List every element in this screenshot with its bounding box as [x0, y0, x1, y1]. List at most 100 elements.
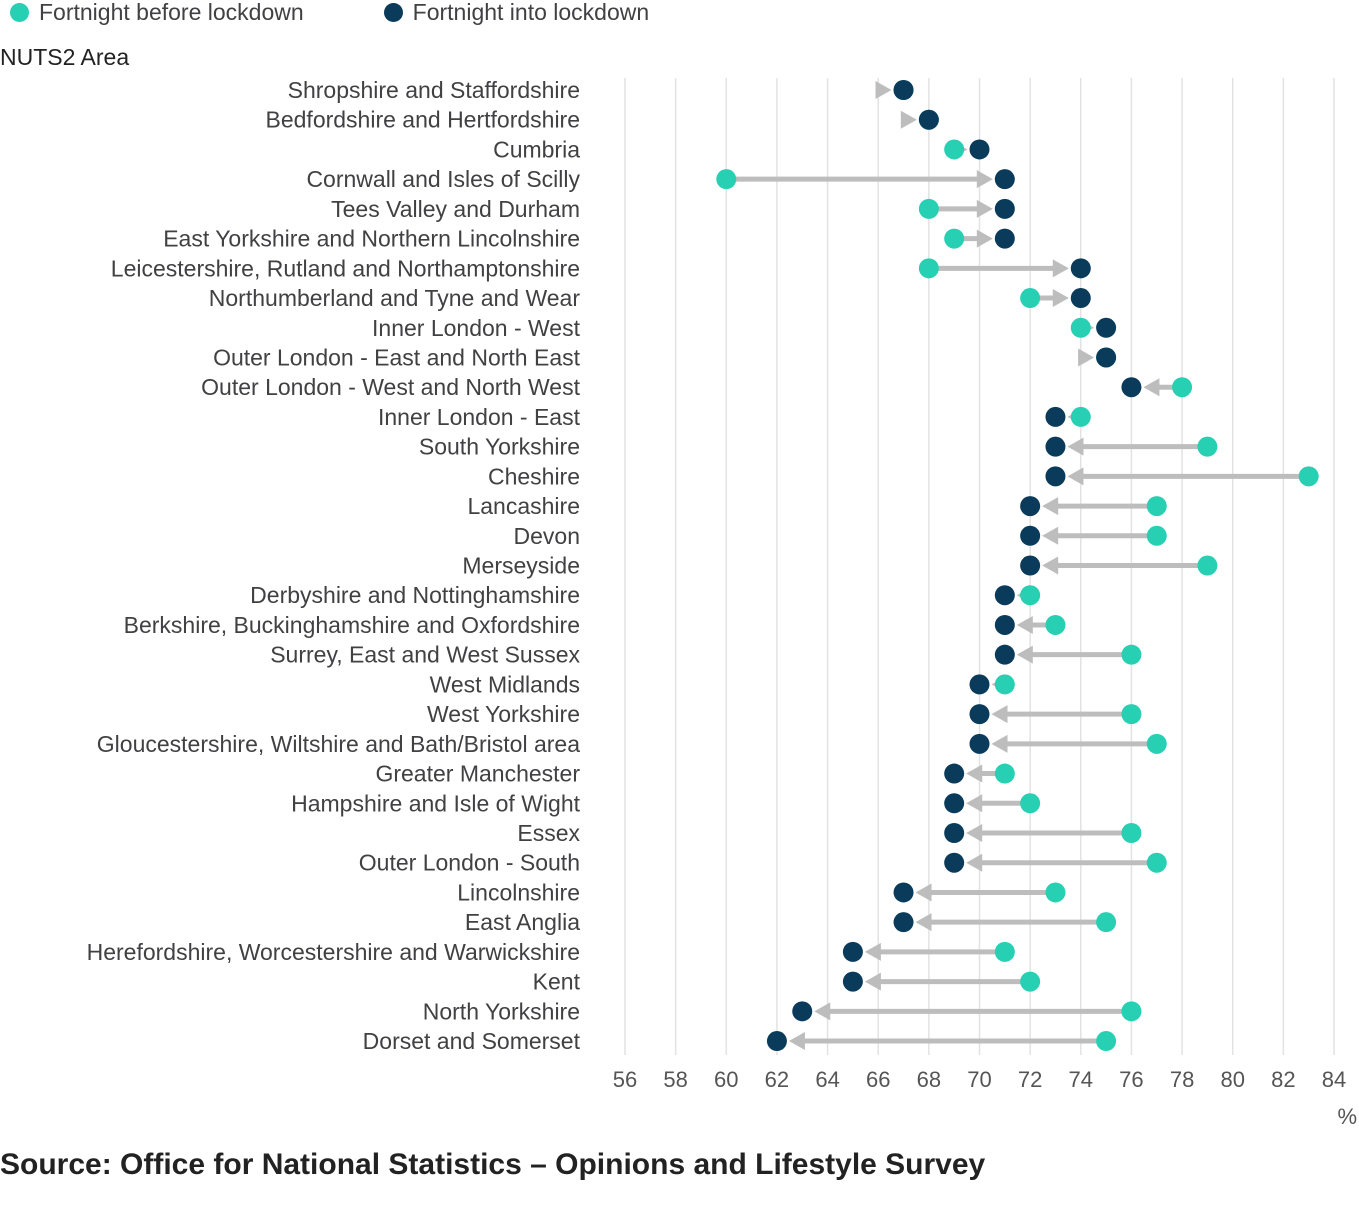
row-marks [1020, 496, 1167, 517]
point-before [944, 228, 965, 249]
arrow-head [966, 824, 983, 842]
row-marks [1121, 377, 1193, 398]
arrow-head [966, 853, 983, 872]
category-label: Cumbria [493, 136, 580, 162]
category-label: Kent [533, 969, 581, 995]
point-into [944, 793, 965, 814]
dumbbell-chart: Shropshire and Staffordshire Bedfordshire… [87, 77, 1347, 1092]
category-label: Leicestershire, Rutland and Northamptons… [111, 255, 580, 281]
x-axis-unit: % [1337, 1104, 1357, 1129]
x-tick-label: 58 [663, 1067, 687, 1092]
y-axis-title: NUTS2 Area [0, 44, 130, 70]
point-into [1020, 525, 1041, 546]
row-marks [1045, 466, 1319, 487]
category-label: Greater Manchester [375, 761, 580, 787]
point-before [1070, 317, 1091, 338]
arrow-head [966, 794, 983, 813]
row-marks [969, 733, 1167, 754]
row-marks [875, 80, 914, 100]
legend-label-before: Fortnight before lockdown [39, 0, 304, 25]
category-label: Berkshire, Buckinghamshire and Oxfordshi… [124, 612, 580, 638]
category-label: East Anglia [465, 909, 580, 935]
row-marks [1078, 347, 1117, 368]
point-before [1197, 436, 1218, 457]
category-label: West Yorkshire [427, 701, 580, 727]
category-label: Derbyshire and Nottinghamshire [250, 582, 580, 608]
category-label: Inner London - East [378, 404, 581, 430]
row-marks [1020, 525, 1167, 546]
category-labels: Shropshire and Staffordshire Bedfordshire… [87, 77, 581, 1054]
point-into [842, 971, 863, 992]
point-into [918, 109, 939, 130]
arrow-head [915, 883, 932, 902]
point-into [994, 644, 1015, 665]
x-tick-label: 76 [1119, 1067, 1143, 1092]
arrow-head [1042, 526, 1059, 545]
point-before [994, 674, 1015, 695]
row-marks [842, 941, 1015, 962]
category-label: Devon [514, 523, 580, 549]
point-into [893, 80, 914, 100]
arrow-head [991, 705, 1008, 724]
point-before [1045, 882, 1066, 903]
point-into [969, 139, 990, 160]
arrow-head [1052, 289, 1069, 308]
legend-dot-into [383, 2, 403, 22]
row-marks [994, 585, 1041, 606]
point-before [1020, 971, 1041, 992]
row-marks [1070, 317, 1117, 338]
point-into [969, 674, 990, 695]
point-before [1070, 406, 1091, 427]
x-tick-label: 82 [1271, 1067, 1295, 1092]
row-marks [1045, 406, 1091, 427]
point-into [1070, 288, 1091, 309]
category-label: Herefordshire, Worcestershire and Warwic… [87, 939, 580, 965]
point-into [1020, 496, 1041, 517]
arrow-head [1067, 467, 1084, 486]
point-before [1020, 288, 1041, 309]
point-before [994, 763, 1015, 784]
point-into [969, 733, 990, 754]
point-before [1146, 852, 1167, 873]
arrow-head [1016, 645, 1033, 664]
point-into [944, 823, 965, 843]
point-before [1020, 793, 1041, 814]
category-label: Hampshire and Isle of Wight [291, 790, 581, 816]
category-label: Tees Valley and Durham [331, 196, 580, 222]
arrow-head [1143, 378, 1160, 397]
category-label: Dorset and Somerset [363, 1028, 581, 1054]
x-tick-label: 68 [917, 1067, 941, 1092]
point-before [994, 941, 1015, 962]
x-tick-label: 84 [1322, 1067, 1346, 1092]
point-before [944, 139, 965, 160]
x-tick-labels: 56 58 60 62 64 66 68 70 72 74 76 78 80 82 84 [613, 1067, 1346, 1092]
row-marks [918, 198, 1015, 219]
category-label: Inner London - West [372, 315, 581, 341]
arrow-head [915, 913, 932, 932]
row-marks [1045, 436, 1218, 457]
point-into [969, 704, 990, 725]
row-marks [994, 614, 1066, 635]
x-tick-label: 72 [1018, 1067, 1042, 1092]
arrow-head [875, 81, 892, 99]
row-marks [944, 793, 1041, 814]
point-into [1045, 406, 1066, 427]
point-before [1045, 614, 1066, 635]
point-before [1197, 555, 1218, 576]
point-before [1172, 377, 1193, 398]
row-marks [944, 763, 1015, 784]
point-into [792, 1001, 813, 1022]
category-label: Gloucestershire, Wiltshire and Bath/Bris… [97, 731, 580, 757]
point-into [1045, 466, 1066, 487]
arrow-head [864, 972, 881, 991]
x-tick-label: 74 [1069, 1067, 1093, 1092]
point-before [1146, 525, 1167, 546]
point-before [918, 198, 939, 219]
point-into [994, 198, 1015, 219]
point-before [1121, 1001, 1142, 1022]
point-before [1121, 644, 1142, 665]
point-into [893, 912, 914, 933]
row-marks [893, 882, 1066, 903]
arrow-head [1052, 259, 1069, 278]
point-before [1020, 585, 1041, 606]
